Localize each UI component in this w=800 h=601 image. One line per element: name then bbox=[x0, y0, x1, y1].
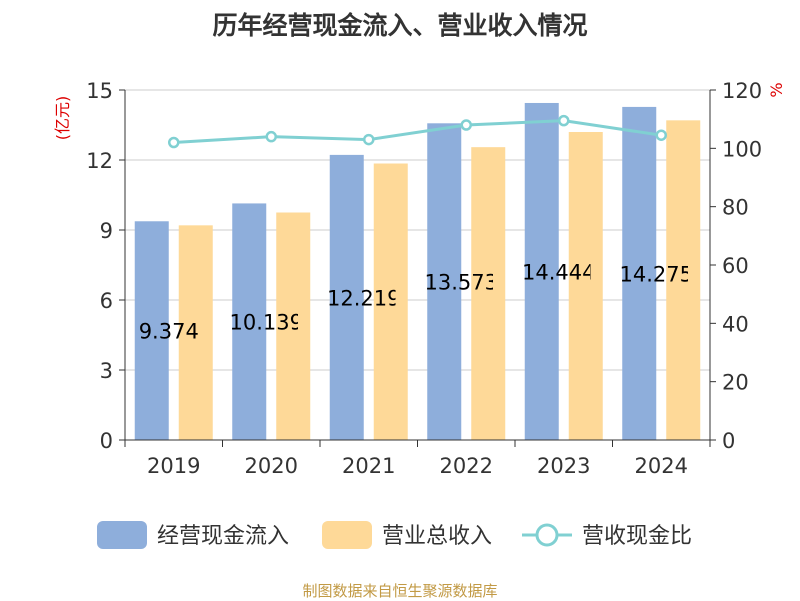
ratio-point bbox=[655, 129, 667, 141]
right-axis-unit: % bbox=[767, 82, 786, 97]
left-axis-unit: (亿元) bbox=[53, 96, 72, 141]
bar-total-revenue bbox=[178, 225, 213, 440]
legend-label-cash: 经营现金流入 bbox=[157, 524, 289, 549]
data-label-cash: 10.139 bbox=[230, 311, 303, 335]
right-tick-label: 20 bbox=[722, 371, 749, 395]
bar-total-revenue bbox=[471, 147, 506, 440]
data-labels: 9.374 10.139 12.219 13.573 14.444 14.275 bbox=[139, 260, 693, 344]
x-tick-label: 2024 bbox=[635, 454, 688, 478]
legend-marker-ratio bbox=[535, 523, 559, 547]
right-tick-label: 100 bbox=[722, 137, 762, 161]
bar-total-revenue bbox=[568, 132, 603, 440]
legend-swatch-cash bbox=[97, 521, 147, 549]
x-tick-label: 2019 bbox=[147, 454, 200, 478]
bar-total-revenue bbox=[373, 163, 408, 440]
left-tick-label: 6 bbox=[100, 289, 113, 313]
legend-label-ratio: 营收现金比 bbox=[582, 524, 692, 549]
x-tick-label: 2021 bbox=[342, 454, 395, 478]
source-note: 制图数据来自恒生聚源数据库 bbox=[302, 582, 498, 600]
ratio-line bbox=[168, 114, 667, 149]
chart-title: 历年经营现金流入、营业收入情况 bbox=[212, 11, 588, 40]
left-tick-label: 9 bbox=[100, 219, 113, 243]
data-label-cash: 14.444 bbox=[522, 260, 595, 284]
bar-total-revenue bbox=[276, 212, 311, 440]
x-tick-label: 2020 bbox=[245, 454, 298, 478]
x-tick-label: 2023 bbox=[537, 454, 590, 478]
bar-cash-inflow bbox=[622, 106, 657, 441]
ratio-point bbox=[363, 133, 375, 146]
data-label-cash: 13.573 bbox=[425, 271, 498, 295]
right-tick-label: 40 bbox=[722, 312, 749, 336]
legend: 经营现金流入 营业总收入 营收现金比 bbox=[97, 521, 692, 549]
bar-cash-inflow bbox=[329, 154, 364, 440]
axes: 0 3 6 9 12 15 0 20 40 60 80 100 120 (亿元)% 2019 2020 2021… bbox=[53, 79, 786, 478]
bars bbox=[134, 102, 701, 441]
left-tick-label: 3 bbox=[100, 359, 113, 383]
ratio-point bbox=[265, 130, 277, 143]
right-tick-label: 0 bbox=[722, 429, 735, 453]
legend-label-revenue: 营业总收入 bbox=[382, 524, 492, 549]
data-label-cash: 9.374 bbox=[139, 320, 199, 344]
right-tick-label: 80 bbox=[722, 196, 749, 220]
left-tick-label: 12 bbox=[86, 149, 113, 173]
bar-total-revenue bbox=[666, 120, 701, 440]
bar-cash-inflow bbox=[427, 123, 462, 441]
ratio-point bbox=[168, 136, 180, 149]
left-tick-label: 15 bbox=[86, 79, 113, 103]
x-tick-label: 2022 bbox=[440, 454, 493, 478]
ratio-line-path bbox=[173, 119, 662, 144]
bar-cash-inflow bbox=[232, 203, 267, 440]
bar-cash-inflow bbox=[524, 102, 559, 441]
right-tick-label: 60 bbox=[722, 254, 749, 278]
grid-lines bbox=[125, 89, 710, 371]
left-tick-label: 0 bbox=[100, 429, 113, 453]
data-label-cash: 14.275 bbox=[620, 262, 693, 286]
ratio-point bbox=[460, 119, 472, 131]
bar-cash-inflow bbox=[134, 221, 169, 440]
data-label-cash: 12.219 bbox=[327, 286, 400, 310]
right-tick-label: 120 bbox=[722, 79, 762, 103]
ratio-point bbox=[558, 114, 570, 127]
legend-swatch-revenue bbox=[322, 521, 372, 549]
